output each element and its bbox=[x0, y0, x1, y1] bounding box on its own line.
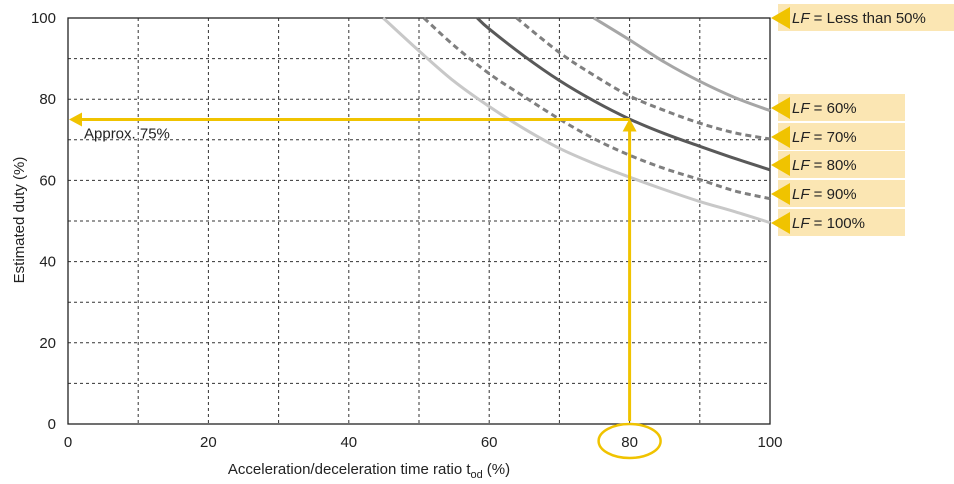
plot-frame bbox=[67, 17, 771, 425]
x-axis-title: Acceleration/deceleration time ratio tod… bbox=[228, 461, 510, 481]
lf-label-value: = Less than 50% bbox=[810, 10, 926, 27]
lf-label-pointer bbox=[771, 7, 790, 29]
axis-ticks: 0 20 40 60 80 100 0 20 40 60 80 100 bbox=[31, 10, 783, 451]
lf-label-pointer bbox=[771, 126, 790, 148]
lf-label-pointer bbox=[771, 154, 790, 176]
x-tick-label: 0 bbox=[64, 434, 72, 451]
lf-label-text: LF = 80% bbox=[792, 157, 857, 174]
lf-labels: LF = Less than 50%LF = 60%LF = 70%LF = 8… bbox=[771, 4, 954, 236]
plot-border bbox=[67, 17, 771, 425]
lf-label-text: LF = 60% bbox=[792, 100, 857, 117]
lf-label-value: = 90% bbox=[810, 186, 857, 203]
x-tick-label: 80 bbox=[621, 434, 638, 451]
lf-label-pointer bbox=[771, 183, 790, 205]
curve-lf-90- bbox=[422, 16, 771, 201]
y-tick-label: 40 bbox=[39, 254, 56, 271]
lf-label-text: LF = 100% bbox=[792, 215, 865, 232]
lf-label-box bbox=[778, 180, 905, 207]
lf-label-prefix: LF bbox=[792, 186, 810, 203]
lf-label-pointer bbox=[771, 212, 790, 234]
lf-label-prefix: LF bbox=[792, 100, 810, 117]
annotation: Approx. 75% bbox=[69, 112, 662, 460]
lf-label-value: = 80% bbox=[810, 157, 857, 174]
y-tick-label: 80 bbox=[39, 91, 56, 108]
curve-lf-60- bbox=[593, 16, 771, 112]
lf-label-pointer bbox=[771, 97, 790, 119]
y-tick-label: 100 bbox=[31, 10, 56, 27]
lf-label-box bbox=[778, 151, 905, 178]
lf-label-box bbox=[778, 94, 905, 121]
y-axis-title: Estimated duty (%) bbox=[11, 157, 28, 284]
x-value-highlight-ellipse bbox=[597, 422, 662, 460]
y-tick-label: 60 bbox=[39, 172, 56, 189]
lf-label-box bbox=[778, 209, 905, 236]
lf-label-box bbox=[778, 123, 905, 150]
x-tick-label: 100 bbox=[757, 434, 782, 451]
annotation-label: Approx. 75% bbox=[84, 126, 170, 143]
curve-lf-80- bbox=[476, 16, 771, 172]
curve-lf-100- bbox=[382, 16, 771, 225]
lf-label-prefix: LF bbox=[792, 129, 810, 146]
lf-label-text: LF = 90% bbox=[792, 186, 857, 203]
lf-label-value: = 100% bbox=[810, 215, 865, 232]
y-tick-label: 20 bbox=[39, 335, 56, 352]
x-tick-label: 40 bbox=[340, 434, 357, 451]
x-tick-label: 60 bbox=[481, 434, 498, 451]
lf-label-text: LF = Less than 50% bbox=[792, 10, 926, 27]
lf-label-text: LF = 70% bbox=[792, 129, 857, 146]
lf-label-value: = 70% bbox=[810, 129, 857, 146]
lf-label-prefix: LF bbox=[792, 157, 810, 174]
y-tick-label: 0 bbox=[48, 416, 56, 433]
lf-label-prefix: LF bbox=[792, 215, 810, 232]
annotation-arrowhead-left bbox=[69, 112, 82, 127]
lf-label-prefix: LF bbox=[792, 10, 810, 27]
lf-label-box bbox=[778, 4, 954, 31]
grid bbox=[68, 18, 770, 424]
annotation-arrowhead-up bbox=[622, 118, 637, 132]
x-tick-label: 20 bbox=[200, 434, 217, 451]
curves bbox=[382, 16, 771, 225]
lf-label-value: = 60% bbox=[810, 100, 857, 117]
